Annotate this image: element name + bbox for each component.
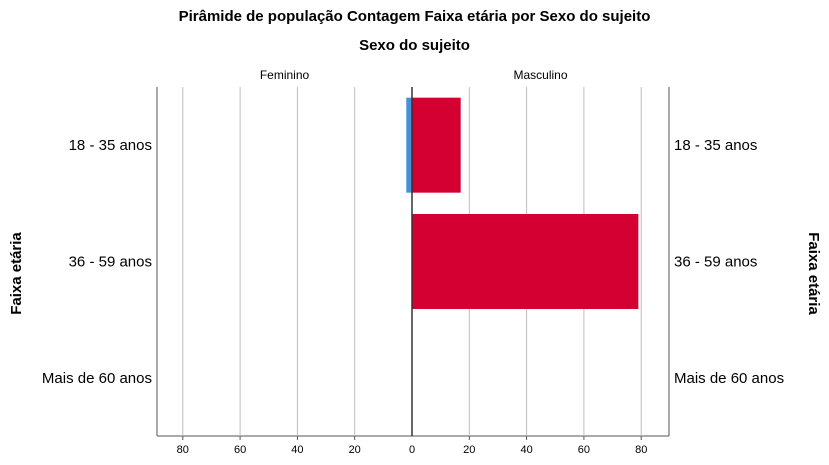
bar-masculino xyxy=(412,97,461,193)
category-label-right: 36 - 59 anos xyxy=(674,254,757,271)
x-tick-label: 40 xyxy=(520,444,532,456)
bar-feminino xyxy=(406,97,412,193)
x-tick-label: 60 xyxy=(578,444,590,456)
x-tick-label: 20 xyxy=(349,444,361,456)
bar-masculino xyxy=(412,214,639,309)
x-tick-label: 80 xyxy=(177,444,189,456)
chart-title: Pirâmide de população Contagem Faixa etá… xyxy=(178,8,651,25)
category-label-left: 18 - 35 anos xyxy=(69,137,152,154)
panel-title: Sexo do sujeito xyxy=(359,37,470,54)
category-label-right: 18 - 35 anos xyxy=(674,137,757,154)
series-label: Feminino xyxy=(260,68,310,82)
x-tick-label: 0 xyxy=(409,444,415,456)
x-tick-label: 20 xyxy=(463,444,475,456)
x-tick-label: 60 xyxy=(234,444,246,456)
x-tick-label: 80 xyxy=(635,444,647,456)
category-label-left: Mais de 60 anos xyxy=(42,370,152,387)
series-label: Masculino xyxy=(513,68,567,82)
category-label-left: 36 - 59 anos xyxy=(69,254,152,271)
category-label-right: Mais de 60 anos xyxy=(674,370,784,387)
x-tick-label: 40 xyxy=(291,444,303,456)
